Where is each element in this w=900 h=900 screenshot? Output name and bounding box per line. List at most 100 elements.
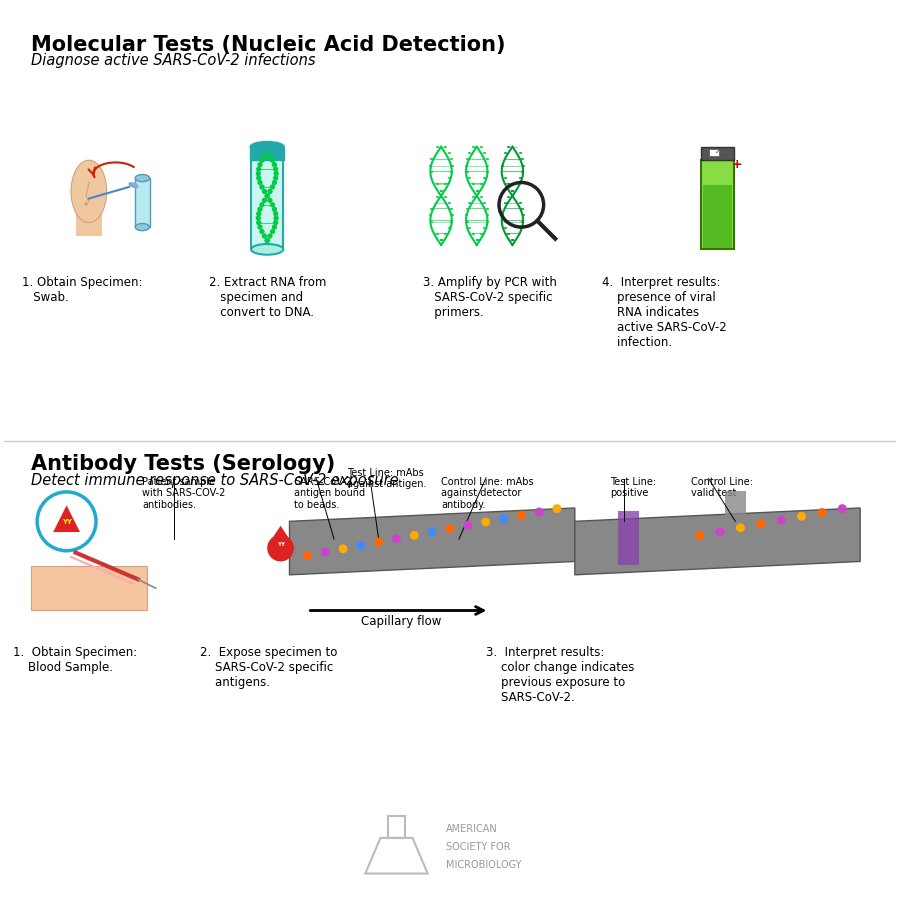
Circle shape xyxy=(272,162,277,167)
Circle shape xyxy=(273,166,278,172)
Circle shape xyxy=(257,162,263,167)
Text: YY: YY xyxy=(61,519,72,526)
FancyBboxPatch shape xyxy=(700,147,734,160)
Polygon shape xyxy=(290,508,575,575)
Circle shape xyxy=(756,519,765,528)
Circle shape xyxy=(259,202,265,208)
Circle shape xyxy=(553,504,562,513)
Polygon shape xyxy=(53,505,80,532)
Circle shape xyxy=(262,233,267,238)
Circle shape xyxy=(272,180,277,185)
Circle shape xyxy=(267,233,273,238)
Circle shape xyxy=(270,229,275,234)
Circle shape xyxy=(256,166,261,172)
Circle shape xyxy=(535,508,544,517)
Text: 2. Extract RNA from
   specimen and
   convert to DNA.: 2. Extract RNA from specimen and convert… xyxy=(210,276,327,320)
Circle shape xyxy=(499,514,508,523)
Circle shape xyxy=(257,180,263,185)
Polygon shape xyxy=(724,491,746,544)
FancyBboxPatch shape xyxy=(703,185,732,248)
Text: Test Line:
positive: Test Line: positive xyxy=(610,477,657,499)
Circle shape xyxy=(320,547,329,556)
Text: +: + xyxy=(732,158,742,171)
Ellipse shape xyxy=(250,141,284,152)
Circle shape xyxy=(265,238,270,243)
Circle shape xyxy=(446,524,454,533)
Text: Control Line:
valid test: Control Line: valid test xyxy=(691,477,752,499)
Circle shape xyxy=(267,153,273,158)
Circle shape xyxy=(338,544,347,554)
Text: 1. Obtain Specimen:
   Swab.: 1. Obtain Specimen: Swab. xyxy=(22,276,142,304)
Circle shape xyxy=(303,551,311,560)
Circle shape xyxy=(392,535,401,544)
Polygon shape xyxy=(575,508,860,575)
Circle shape xyxy=(428,527,436,536)
Text: 4.  Interpret results:
    presence of viral
    RNA indicates
    active SARS-C: 4. Interpret results: presence of viral … xyxy=(601,276,726,349)
Text: SOCIETY FOR: SOCIETY FOR xyxy=(446,842,510,851)
Circle shape xyxy=(272,207,277,211)
Text: Detect immune response to SARS-CoV-2 exposure: Detect immune response to SARS-CoV-2 exp… xyxy=(31,473,399,488)
Circle shape xyxy=(267,198,273,203)
Text: Molecular Tests (Nucleic Acid Detection): Molecular Tests (Nucleic Acid Detection) xyxy=(31,35,506,56)
Polygon shape xyxy=(31,566,147,610)
Circle shape xyxy=(267,535,294,562)
Circle shape xyxy=(259,229,265,234)
Text: Antibody Tests (Serology): Antibody Tests (Serology) xyxy=(31,454,335,474)
Circle shape xyxy=(270,202,275,208)
Circle shape xyxy=(265,238,270,243)
Ellipse shape xyxy=(129,182,139,188)
Ellipse shape xyxy=(135,175,149,182)
Circle shape xyxy=(273,211,278,216)
Circle shape xyxy=(273,176,278,181)
Circle shape xyxy=(267,189,273,194)
Circle shape xyxy=(270,158,275,163)
Circle shape xyxy=(356,541,365,550)
Circle shape xyxy=(256,215,261,220)
Circle shape xyxy=(797,512,806,521)
Circle shape xyxy=(256,171,261,176)
Circle shape xyxy=(464,521,472,530)
Circle shape xyxy=(777,516,786,525)
Text: SARS-CoV-2
antigen bound
to beads.: SARS-CoV-2 antigen bound to beads. xyxy=(294,477,365,510)
Text: 3. Amplify by PCR with
   SARS-CoV-2 specific
   primers.: 3. Amplify by PCR with SARS-CoV-2 specif… xyxy=(423,276,557,320)
Circle shape xyxy=(270,184,275,190)
Text: YY: YY xyxy=(276,542,284,547)
Circle shape xyxy=(257,207,263,211)
Text: AMERICAN: AMERICAN xyxy=(446,824,498,834)
Text: Test Line: mAbs
against antigen.: Test Line: mAbs against antigen. xyxy=(347,468,427,490)
Text: Capillary flow: Capillary flow xyxy=(361,615,441,628)
Circle shape xyxy=(273,220,278,225)
Circle shape xyxy=(256,176,261,181)
Text: MICROBIOLOGY: MICROBIOLOGY xyxy=(446,860,521,869)
Circle shape xyxy=(262,198,267,203)
Circle shape xyxy=(259,158,265,163)
Ellipse shape xyxy=(135,223,149,230)
Circle shape xyxy=(256,220,261,225)
Circle shape xyxy=(817,508,826,517)
Text: ✓: ✓ xyxy=(715,149,720,155)
FancyBboxPatch shape xyxy=(701,160,734,249)
Circle shape xyxy=(695,531,704,540)
Circle shape xyxy=(272,224,277,230)
Circle shape xyxy=(274,215,279,220)
Circle shape xyxy=(265,194,270,199)
Circle shape xyxy=(410,531,418,540)
Circle shape xyxy=(265,194,270,199)
Text: Patient sample
with SARS-COV-2
antibodies.: Patient sample with SARS-COV-2 antibodie… xyxy=(142,477,226,510)
Circle shape xyxy=(259,184,265,190)
Ellipse shape xyxy=(71,160,107,222)
Circle shape xyxy=(256,211,261,216)
Circle shape xyxy=(517,511,526,520)
Polygon shape xyxy=(617,511,639,565)
Polygon shape xyxy=(272,526,290,539)
Ellipse shape xyxy=(251,244,284,255)
Circle shape xyxy=(274,171,279,176)
Circle shape xyxy=(736,523,745,532)
FancyBboxPatch shape xyxy=(708,148,719,156)
FancyBboxPatch shape xyxy=(76,205,103,236)
FancyBboxPatch shape xyxy=(251,160,284,249)
Circle shape xyxy=(257,224,263,230)
Text: 3.  Interpret results:
    color change indicates
    previous exposure to
    S: 3. Interpret results: color change indic… xyxy=(486,646,634,704)
Text: Diagnose active SARS-CoV-2 infections: Diagnose active SARS-CoV-2 infections xyxy=(31,53,315,68)
Text: 2.  Expose specimen to
    SARS-CoV-2 specific
    antigens.: 2. Expose specimen to SARS-CoV-2 specifi… xyxy=(201,646,338,689)
